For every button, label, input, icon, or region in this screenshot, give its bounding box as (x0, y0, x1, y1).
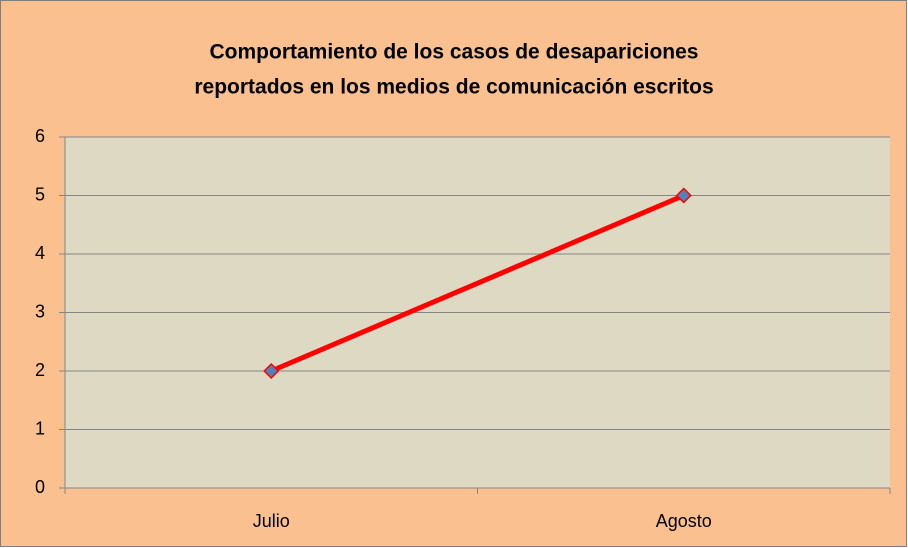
y-tick-label: 5 (35, 184, 45, 204)
chart-title: reportados en los medios de comunicación… (194, 76, 713, 99)
x-tick-label: Agosto (656, 511, 712, 531)
data-point (263, 362, 280, 380)
y-tick-label: 4 (35, 243, 45, 263)
y-tick-label: 3 (35, 301, 45, 321)
data-point (675, 187, 692, 204)
chart-title: Comportamiento de los casos de desaparic… (210, 41, 699, 64)
y-tick-label: 0 (35, 477, 45, 497)
y-tick-label: 1 (35, 418, 45, 438)
y-tick-label: 6 (35, 126, 45, 146)
series-line (270, 193, 685, 374)
y-tick-label: 2 (35, 360, 45, 380)
x-tick-label: Julio (253, 511, 290, 531)
